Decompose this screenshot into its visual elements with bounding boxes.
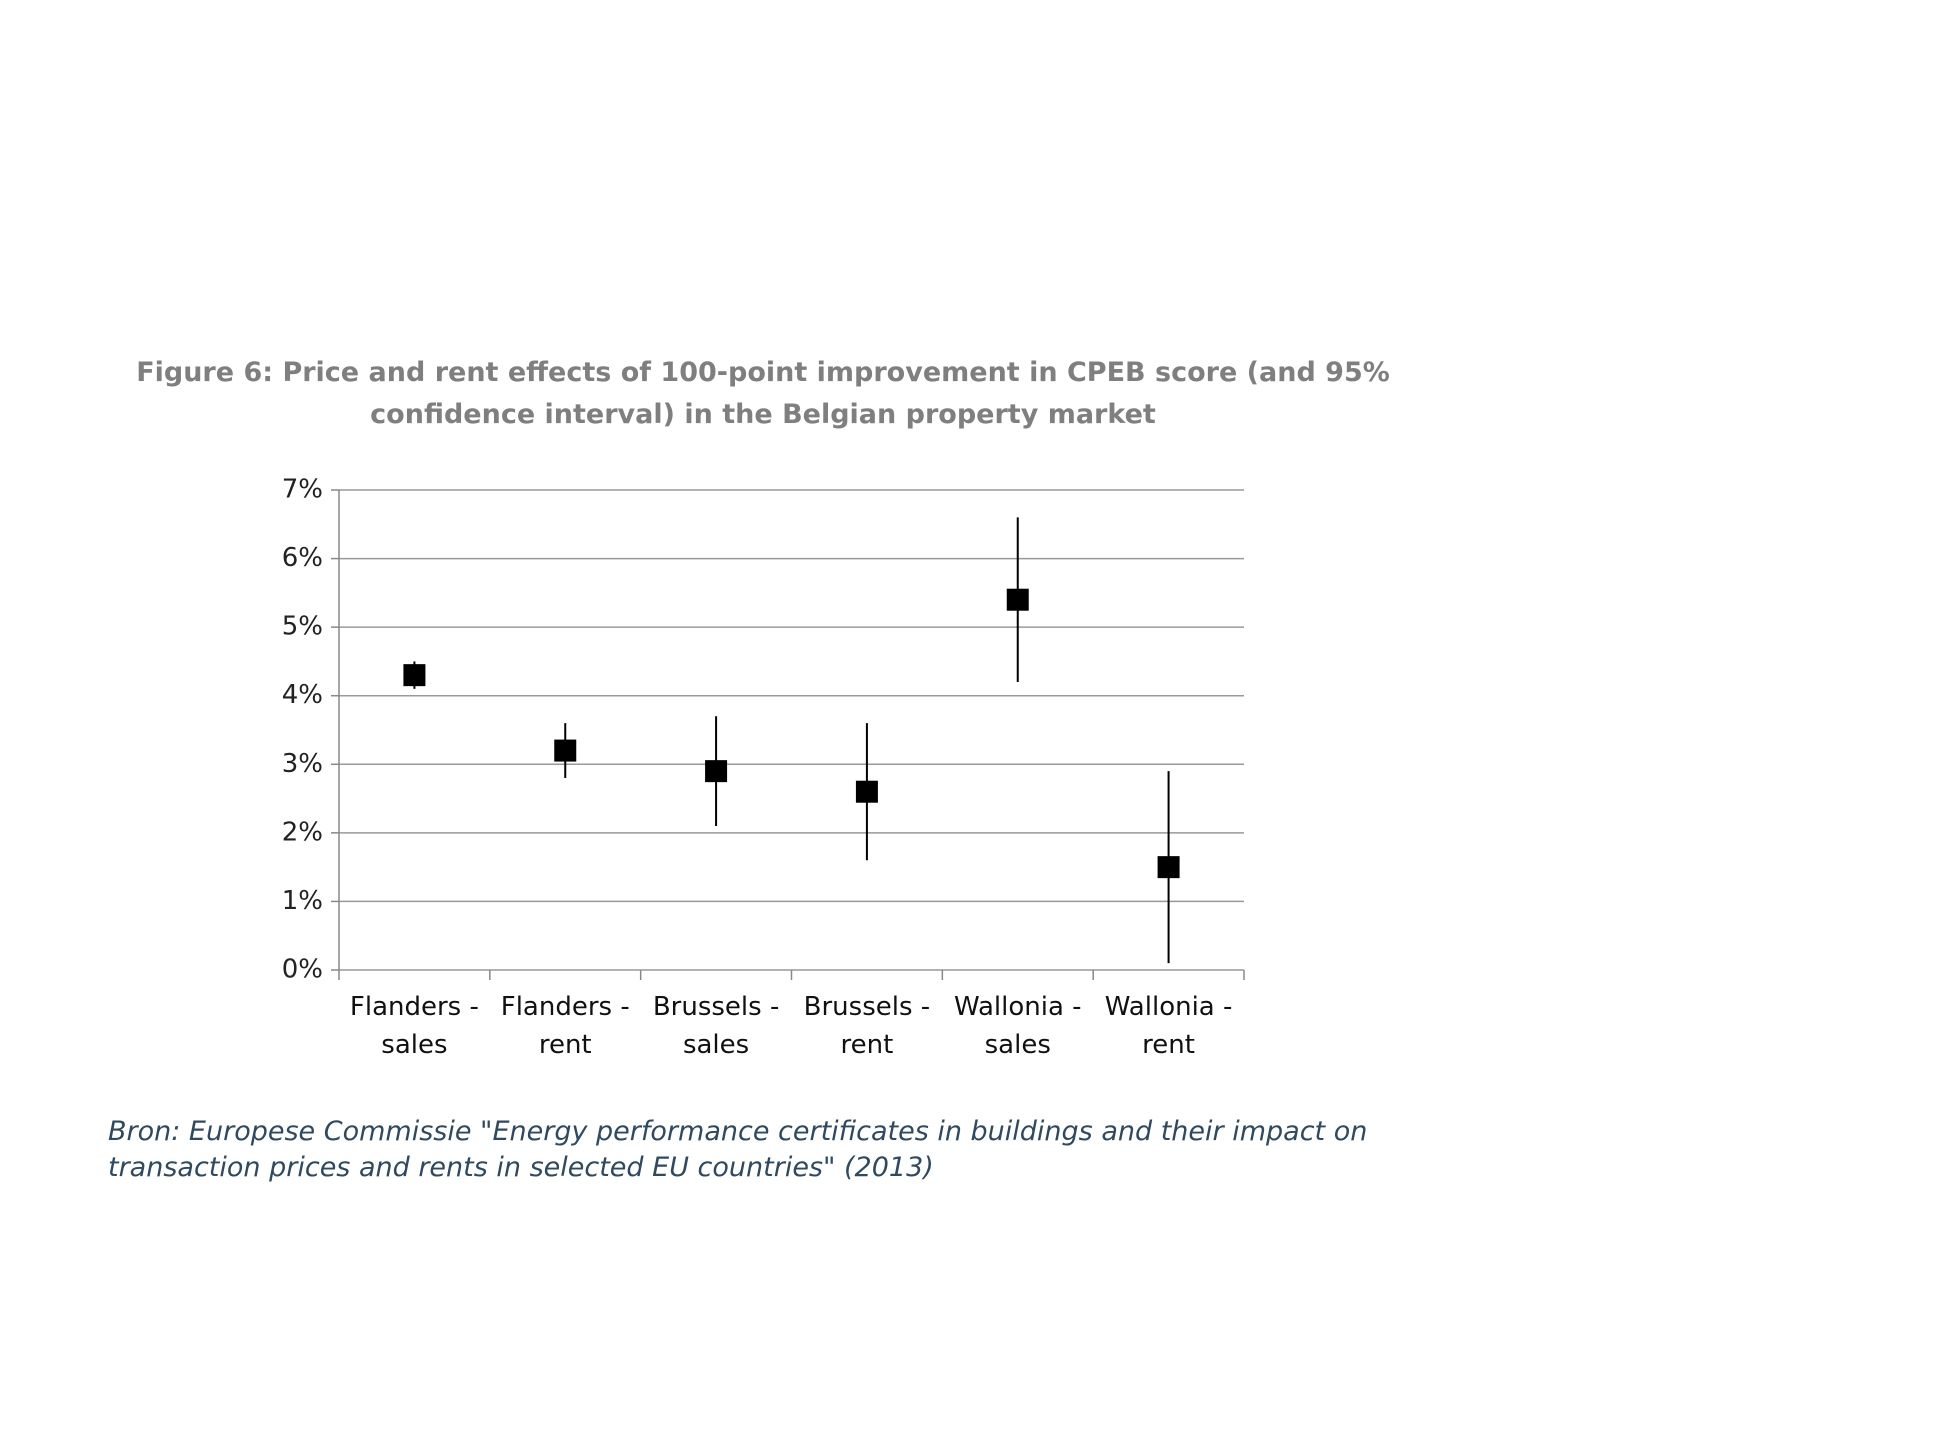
marker xyxy=(403,664,426,687)
y-tick-label: 4% xyxy=(282,680,323,710)
y-tick-label: 6% xyxy=(282,543,323,573)
x-tick-label: Flanders - sales xyxy=(349,992,479,1060)
y-tick-label: 7% xyxy=(282,475,323,505)
chart-title: Figure 6: Price and rent effects of 100-… xyxy=(136,357,1390,430)
x-tick-label: Wallonia - rent xyxy=(1104,992,1233,1060)
x-tick-label: Wallonia - sales xyxy=(953,992,1082,1060)
x-tick-label: Flanders - rent xyxy=(500,992,630,1060)
source-note: Bron: Europese Commissie "Energy perform… xyxy=(108,1116,1368,1183)
marker xyxy=(855,780,878,803)
marker xyxy=(554,739,577,762)
y-tick-label: 2% xyxy=(282,817,323,847)
y-tick-label: 3% xyxy=(282,749,323,779)
marker xyxy=(1157,856,1180,879)
x-tick-label: Brussels - sales xyxy=(652,992,780,1060)
marker xyxy=(705,760,728,783)
marker xyxy=(1006,588,1029,611)
y-tick-label: 0% xyxy=(282,955,323,985)
y-tick-label: 5% xyxy=(282,612,323,642)
y-tick-label: 1% xyxy=(282,886,323,916)
x-tick-label: Brussels - rent xyxy=(803,992,931,1060)
